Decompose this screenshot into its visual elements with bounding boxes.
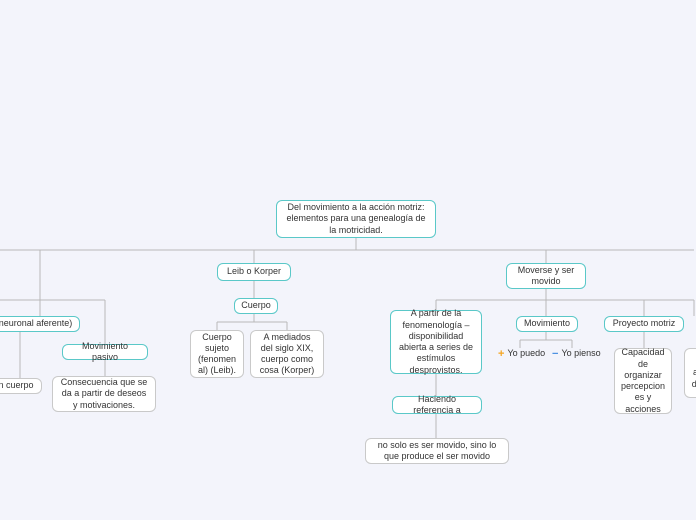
node-text: Cuerpo [241,300,271,311]
node-cuerpo[interactable]: Cuerpo [234,298,278,314]
node-text: Leib o Korper [227,266,281,277]
node-mediados[interactable]: A mediados del siglo XIX, cuerpo como co… [250,330,324,378]
node-text: Capacidad de organizar percepcion es y a… [621,347,665,415]
leaf-text: Yo puedo [507,348,545,359]
node-nosolo[interactable]: no solo es ser movido, sino lo que produ… [365,438,509,464]
node-text: Cuerpo sujeto (fenomen al) (Leib). [197,332,237,377]
root-node[interactable]: Del movimiento a la acción motriz: eleme… [276,200,436,238]
node-neuronal[interactable]: (neuronal aferente) [0,316,80,332]
node-text: (neuronal aferente) [0,318,72,329]
node-un-cuerpo[interactable]: n cuerpo [0,378,42,394]
leaf-yopuedo[interactable]: + Yo puedo [498,348,545,362]
node-cuerpo-sujeto[interactable]: Cuerpo sujeto (fenomen al) (Leib). [190,330,244,378]
plus-icon: + [498,348,504,362]
node-haciendo[interactable]: Haciendo referencia a [392,396,482,414]
connectors [0,0,696,520]
node-text: A mediados del siglo XIX, cuerpo como co… [257,332,317,377]
node-text: Moverse y ser movido [513,265,579,288]
node-proyecto[interactable]: Proyecto motriz [604,316,684,332]
node-capacidad[interactable]: Capacidad de organizar percepcion es y a… [614,348,672,414]
node-moverse[interactable]: Moverse y ser movido [506,263,586,289]
root-text: Del movimiento a la acción motriz: eleme… [283,202,429,236]
node-fenomenologia[interactable]: A partir de la fenomenología – disponibi… [390,310,482,374]
leaf-text: Yo pienso [561,348,600,359]
node-text: Haciendo referencia a [399,394,475,417]
node-text: Proyecto motriz [613,318,676,329]
node-leib[interactable]: Leib o Korper [217,263,291,281]
node-text: no solo es ser movido, sino lo que produ… [372,440,502,463]
mindmap-canvas: Del movimiento a la acción motriz: eleme… [0,0,696,520]
node-movimiento[interactable]: Movimiento [516,316,578,332]
node-text: Movimiento pasivo [69,341,141,364]
node-consecuencia[interactable]: Consecuencia que se da a partir de deseo… [52,376,156,412]
node-mov-pasivo[interactable]: Movimiento pasivo [62,344,148,360]
node-text: p alg de i [691,356,696,390]
node-text: A partir de la fenomenología – disponibi… [397,308,475,376]
node-text: Movimiento [524,318,570,329]
node-text: n cuerpo [0,380,34,391]
leaf-yopienso[interactable]: − Yo pienso [552,348,601,362]
node-p-right[interactable]: p alg de i [684,348,696,398]
minus-icon: − [552,348,558,362]
node-text: Consecuencia que se da a partir de deseo… [59,377,149,411]
